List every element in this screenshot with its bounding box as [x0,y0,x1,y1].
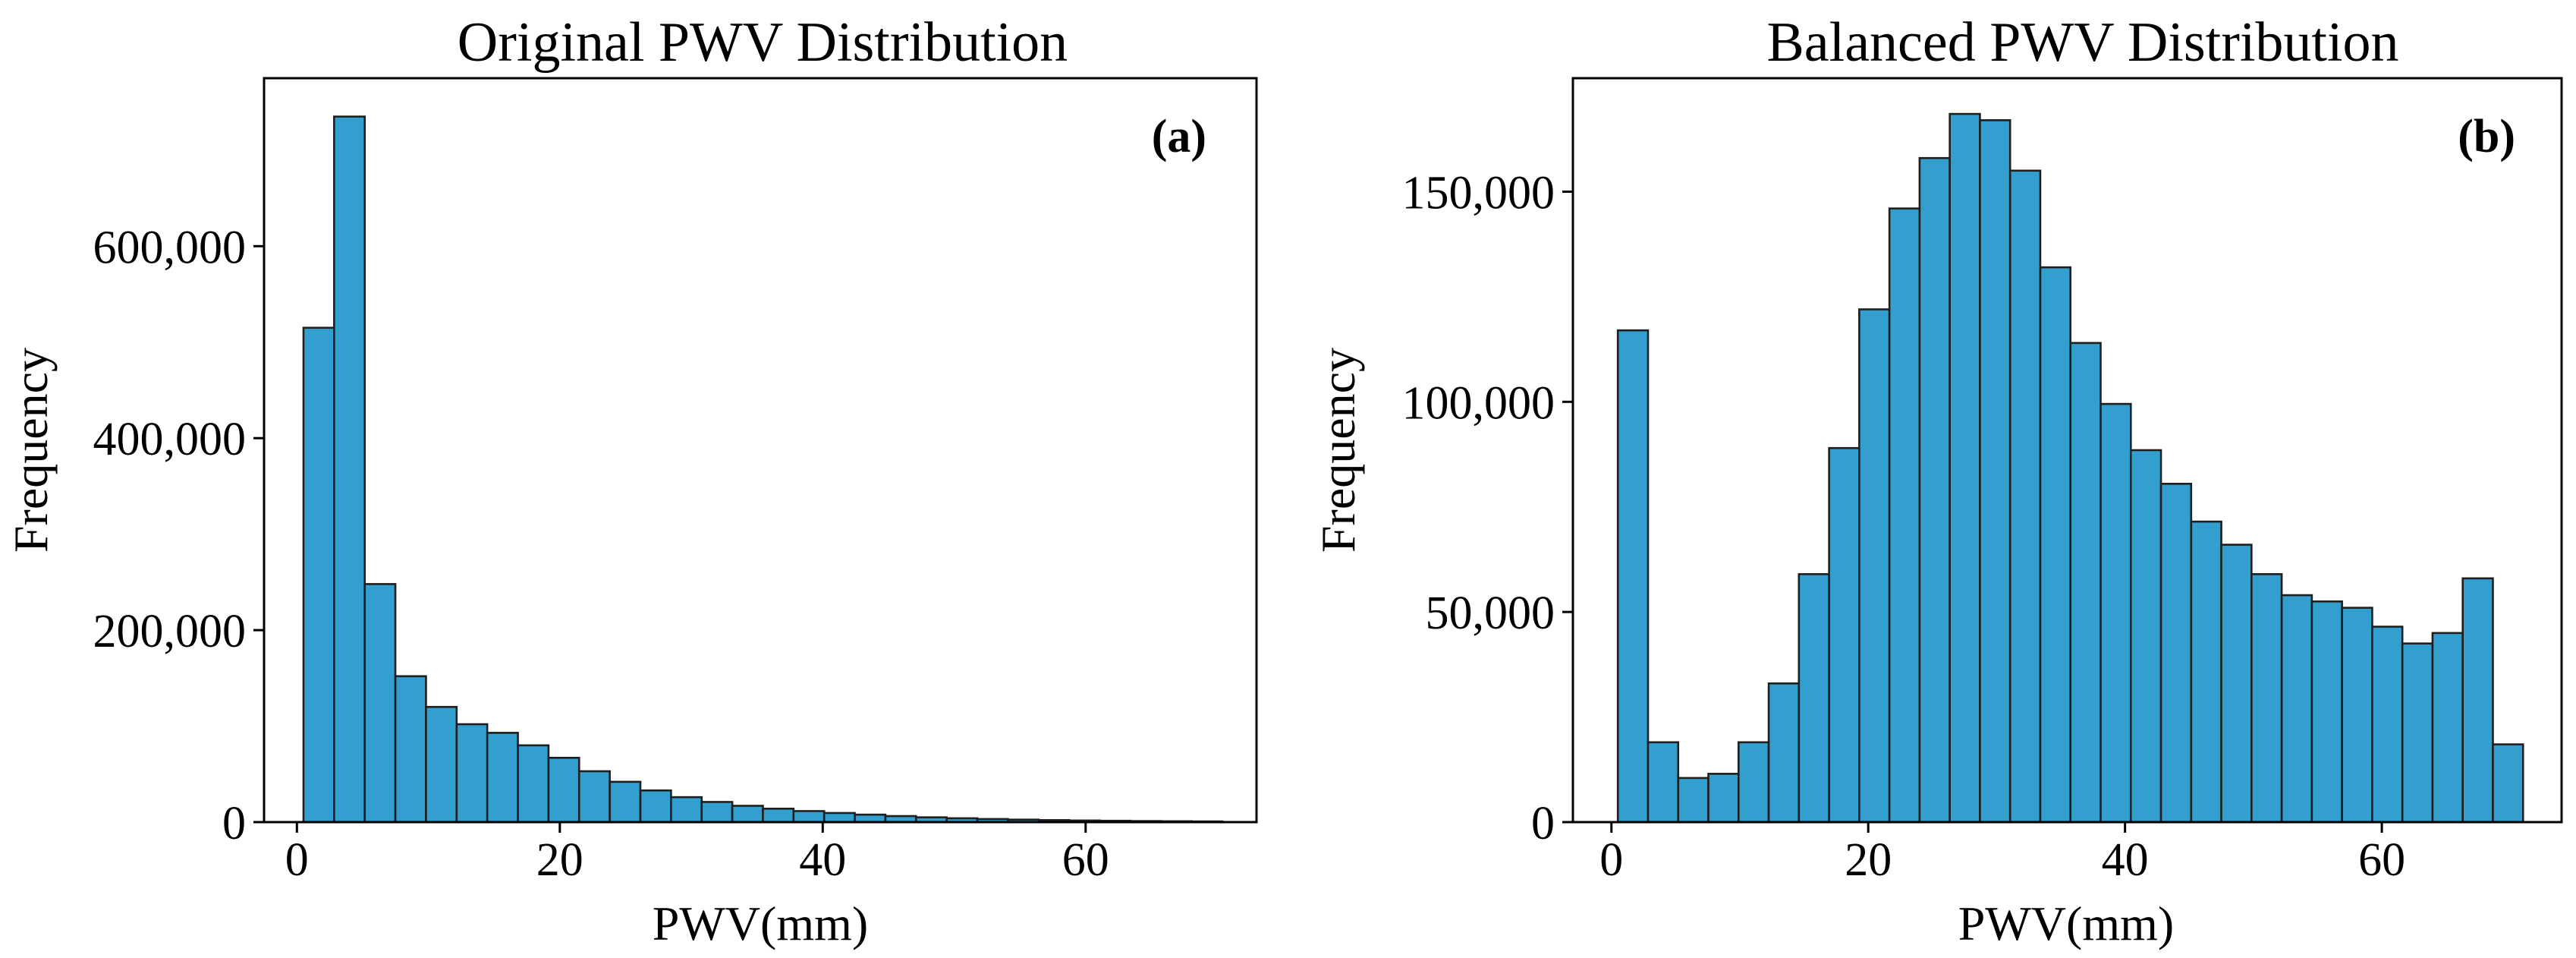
x-tick-label: 20 [536,834,583,886]
x-tick-label: 40 [2102,834,2149,886]
panel-b-y-axis-label: Frequency [1311,348,1365,553]
panel-a-y-axis-label: Frequency [4,348,58,553]
histogram-bar-24 [2310,600,2343,824]
y-tick-label: 600,000 [93,222,247,273]
y-tick-label: 400,000 [93,414,247,465]
histogram-bar-2 [1647,741,1680,824]
histogram-bar-12 [1949,112,1981,824]
histogram-bar-29 [2461,577,2494,824]
panel-a-axes-frame [263,77,1258,824]
histogram-bar-9 [547,756,580,824]
histogram-bar-8 [1828,446,1860,824]
histogram-bar-4 [1707,773,1740,824]
y-tick-label: 200,000 [93,606,247,657]
panel-a-label: (a) [1152,111,1206,162]
histogram-bar-6 [1767,682,1801,824]
histogram-bar-13 [1979,119,2011,824]
x-tick-label: 60 [1062,834,1109,886]
panel-b-label: (b) [2458,111,2515,162]
panel-b-ticks: 0 20 40 60 0 50,000 100,000 150,000 [1402,167,2406,886]
panel-b-bars [1616,112,2524,824]
panel-b-axes-frame [1571,77,2563,824]
histogram-bar-7 [486,732,519,824]
histogram-bar-12 [639,789,672,824]
panel-b-title: Balanced PWV Distribution [1766,11,2398,74]
x-tick-label: 60 [2358,834,2405,886]
histogram-bar-27 [2401,642,2434,824]
panel-a-original-distribution: Original PWV Distribution (a) 0 20 40 60 0 20… [4,11,1258,950]
histogram-bar-9 [1858,308,1891,824]
panel-a-title: Original PWV Distribution [458,11,1068,74]
histogram-bar-8 [517,744,550,824]
histogram-bar-21 [2220,544,2253,824]
histogram-bar-6 [455,723,489,824]
histogram-bar-22 [2250,573,2283,824]
y-tick-label: 50,000 [1426,588,1555,639]
histogram-bar-5 [425,705,458,824]
x-tick-label: 0 [1599,834,1623,886]
histogram-bar-17 [2099,402,2132,824]
y-tick-label: 100,000 [1402,377,1555,429]
histogram-bar-11 [609,780,642,824]
histogram-bar-5 [1737,741,1770,824]
histogram-bar-14 [700,801,734,824]
panel-a-x-axis-label: PWV(mm) [653,897,868,950]
histogram-bar-18 [822,811,856,824]
histogram-bar-2 [333,115,366,824]
histogram-bar-11 [1918,156,1951,824]
x-tick-label: 0 [285,834,309,886]
panel-a-bars [302,115,1224,824]
x-tick-label: 40 [799,834,846,886]
histogram-bar-10 [1888,207,1921,824]
histogram-bar-3 [1677,777,1709,824]
histogram-bar-3 [363,583,397,824]
y-tick-label: 0 [1531,798,1555,849]
x-tick-label: 20 [1845,834,1892,886]
histogram-bar-10 [577,770,611,824]
histogram-bar-20 [2190,520,2222,824]
histogram-bar-4 [394,675,427,824]
histogram-bar-15 [2039,266,2072,824]
histogram-bar-19 [2159,482,2193,824]
histogram-bar-25 [2341,607,2373,824]
histogram-bar-23 [2280,594,2313,824]
histogram-bar-16 [2069,342,2102,824]
histogram-bar-7 [1798,573,1830,824]
panel-b-balanced-distribution: Balanced PWV Distribution (b) 0 20 40 60 0 50… [1311,11,2563,950]
panel-b-x-axis-label: PWV(mm) [1958,897,2174,950]
histogram-bar-30 [2492,743,2524,824]
histogram-bar-18 [2129,449,2162,824]
histogram-bar-14 [2008,169,2042,824]
y-tick-label: 0 [222,798,246,849]
panel-a-ticks: 0 20 40 60 0 200,000 400,000 600,000 [93,222,1109,886]
histogram-bar-17 [792,810,826,824]
histogram-bar-28 [2431,632,2464,824]
histogram-bar-1 [302,326,335,824]
histogram-bar-16 [762,808,795,824]
histogram-bar-15 [731,805,764,824]
y-tick-label: 150,000 [1402,167,1555,219]
histogram-bar-26 [2371,626,2404,824]
histogram-bar-1 [1616,329,1650,824]
histogram-bar-13 [670,796,703,824]
